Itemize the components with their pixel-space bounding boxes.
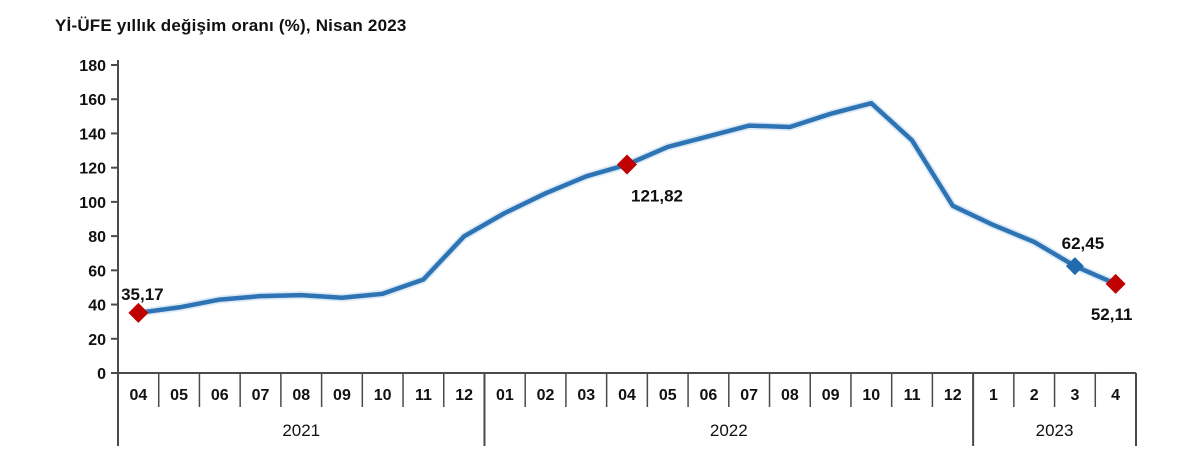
month-label: 10 xyxy=(862,387,880,404)
month-label: 03 xyxy=(577,387,595,404)
month-label: 06 xyxy=(211,387,229,404)
y-tick-label: 20 xyxy=(88,332,106,349)
month-label: 07 xyxy=(252,387,270,404)
marker-red-diamond xyxy=(617,154,637,175)
month-label: 12 xyxy=(944,387,962,404)
month-label: 10 xyxy=(374,387,392,404)
marker-red-diamond xyxy=(128,302,149,323)
month-label: 2 xyxy=(1030,387,1039,404)
month-label: 07 xyxy=(740,387,758,404)
y-tick-label: 140 xyxy=(79,126,106,143)
year-label: 2023 xyxy=(1036,421,1074,440)
month-label: 06 xyxy=(700,387,718,404)
month-label: 09 xyxy=(333,387,351,404)
chart-title: Yİ-ÜFE yıllık değişim oranı (%), Nisan 2… xyxy=(55,16,407,35)
month-label: 01 xyxy=(496,387,514,404)
y-tick-label: 120 xyxy=(79,161,106,178)
month-label: 12 xyxy=(455,387,473,404)
month-label: 3 xyxy=(1070,387,1079,404)
annotation-label: 35,17 xyxy=(121,285,164,304)
annotation-label: 62,45 xyxy=(1062,234,1105,253)
month-label: 11 xyxy=(904,387,921,404)
y-tick-label: 80 xyxy=(88,229,106,246)
month-label: 04 xyxy=(129,387,147,404)
series-line-halo xyxy=(134,99,1120,317)
month-label: 1 xyxy=(989,387,998,404)
month-label: 04 xyxy=(618,387,636,404)
marker-red-diamond xyxy=(1105,273,1126,294)
y-tick-label: 100 xyxy=(79,195,106,212)
marker-blue-diamond xyxy=(1065,257,1084,276)
month-label: 05 xyxy=(170,387,188,404)
year-label: 2022 xyxy=(710,421,748,440)
y-tick-label: 160 xyxy=(79,92,106,109)
series-line xyxy=(136,100,1118,316)
year-label: 2021 xyxy=(282,421,320,440)
month-label: 02 xyxy=(537,387,555,404)
month-label: 4 xyxy=(1111,387,1120,404)
y-tick-label: 0 xyxy=(97,366,106,383)
month-label: 09 xyxy=(822,387,840,404)
month-label: 05 xyxy=(659,387,677,404)
month-label: 11 xyxy=(415,387,432,404)
annotation-label: 52,11 xyxy=(1091,305,1133,324)
annotation-label: 121,82 xyxy=(631,187,683,206)
y-tick-label: 60 xyxy=(88,263,106,280)
month-label: 08 xyxy=(292,387,310,404)
y-tick-label: 180 xyxy=(79,58,106,75)
y-tick-label: 40 xyxy=(88,298,106,315)
month-label: 08 xyxy=(781,387,799,404)
